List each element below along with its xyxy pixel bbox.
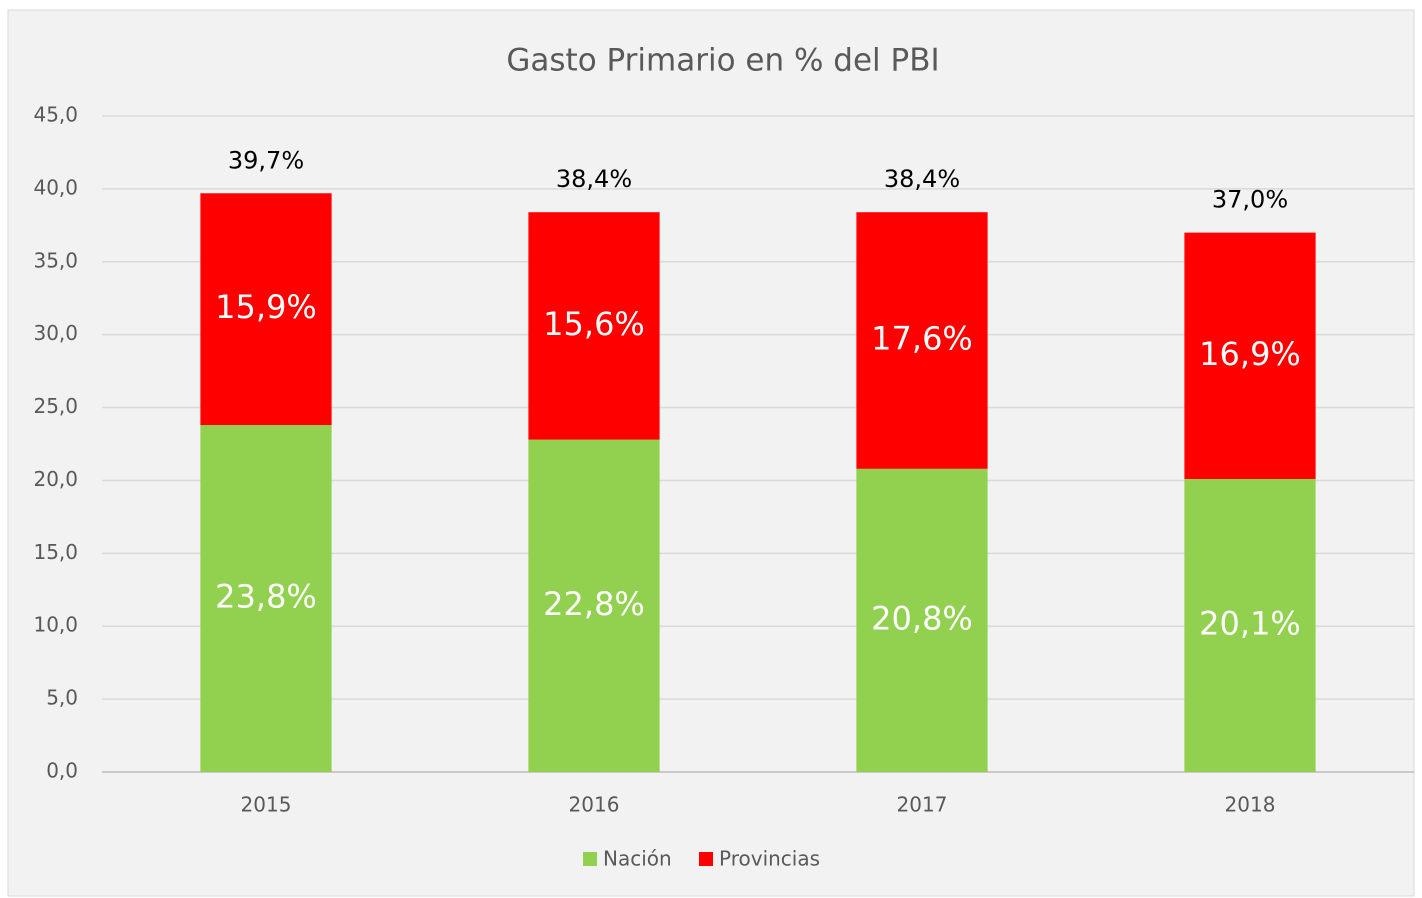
total-label: 38,4%: [556, 165, 632, 193]
x-tick-label: 2018: [1225, 793, 1276, 817]
bar-segment: [1184, 232, 1316, 479]
y-tick-label: 10,0: [33, 613, 78, 637]
bar-segment: [528, 212, 660, 440]
bar-segment: [856, 212, 988, 469]
y-tick-label: 5,0: [46, 686, 78, 710]
bar-segment: [200, 193, 332, 426]
data-label: 20,1%: [1199, 604, 1301, 642]
data-label: 15,9%: [215, 288, 317, 326]
y-tick-label: 30,0: [33, 321, 78, 345]
x-tick-label: 2016: [569, 793, 620, 817]
legend-swatch: [699, 852, 713, 866]
y-tick-label: 25,0: [33, 394, 78, 418]
bar-segment: [1184, 478, 1316, 772]
y-tick-label: 40,0: [33, 175, 78, 199]
data-label: 22,8%: [543, 585, 645, 623]
chart-title: Gasto Primario en % del PBI: [506, 43, 939, 79]
total-label: 38,4%: [884, 165, 960, 193]
y-tick-label: 0,0: [46, 759, 78, 783]
data-label: 23,8%: [215, 578, 317, 616]
x-tick-label: 2015: [241, 793, 292, 817]
data-label: 15,6%: [543, 305, 645, 343]
legend-label: Nación: [603, 847, 672, 871]
data-label: 20,8%: [871, 599, 973, 637]
bar-segment: [856, 468, 988, 772]
total-label: 39,7%: [228, 146, 304, 174]
data-label: 17,6%: [871, 319, 973, 357]
data-label: 16,9%: [1199, 335, 1301, 373]
legend-label: Provincias: [719, 847, 820, 871]
legend-swatch: [583, 852, 597, 866]
y-tick-label: 45,0: [33, 103, 78, 127]
y-tick-label: 15,0: [33, 540, 78, 564]
y-tick-label: 20,0: [33, 467, 78, 491]
y-tick-label: 35,0: [33, 248, 78, 272]
x-tick-label: 2017: [897, 793, 948, 817]
bar-segment: [528, 439, 660, 772]
total-label: 37,0%: [1212, 186, 1288, 214]
bar-segment: [200, 425, 332, 772]
